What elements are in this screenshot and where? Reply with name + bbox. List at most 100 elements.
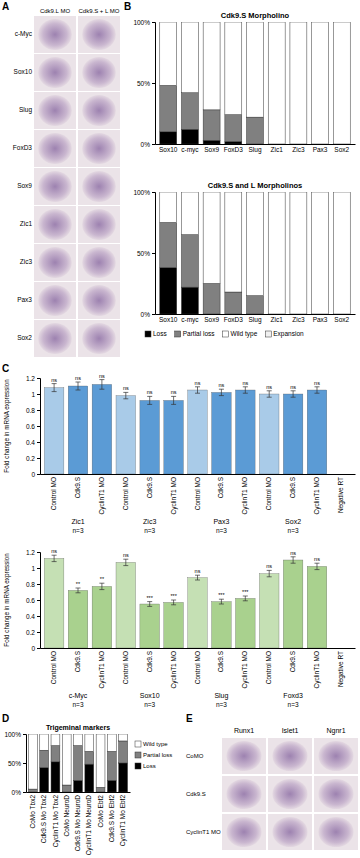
y-tick-label: 0.2 bbox=[26, 455, 35, 462]
error-cap bbox=[243, 386, 248, 387]
bar-segment bbox=[333, 22, 350, 23]
significance-label: *** bbox=[218, 592, 225, 598]
x-tick-label: Sox9 bbox=[204, 146, 219, 153]
x-tick-label: Control MO bbox=[265, 477, 272, 510]
x-axis-line bbox=[41, 648, 356, 649]
figure: ABCDECdk9.L MOCdk9.S + L MOc-MycSox10Slu… bbox=[0, 0, 360, 858]
x-tick: CyclinT1 MO bbox=[313, 648, 321, 689]
group-label: Zic3 bbox=[143, 518, 156, 525]
error-bar bbox=[76, 588, 81, 593]
row-label: CoMO bbox=[186, 753, 204, 759]
x-tick-label: CyclinT1 MO bbox=[170, 477, 178, 515]
embryo-image bbox=[82, 247, 116, 278]
x-tick-label: Cdk9.S Mo Tbx2 bbox=[40, 795, 47, 844]
x-tick: Sox2 bbox=[334, 144, 349, 153]
embryo-image bbox=[82, 323, 116, 354]
bar-segment bbox=[62, 785, 71, 792]
y-tick-label: 1.2 bbox=[26, 375, 35, 382]
bar-chart: nsnsnsnsnsnsnsnsnsnsnsns00.20.40.60.811.… bbox=[3, 373, 356, 534]
x-tick: Cdk9.S bbox=[146, 474, 153, 498]
x-tick-label: Negative RT bbox=[337, 651, 345, 687]
error-cap bbox=[147, 404, 152, 405]
x-tick-label: CoMo Tbx2 bbox=[29, 795, 36, 829]
bar bbox=[68, 386, 88, 474]
significance-label: ns bbox=[314, 556, 320, 562]
bar-segment bbox=[247, 22, 264, 23]
y-tick: 0.2 bbox=[26, 455, 40, 462]
x-axis: CoMo Tbx2Cdk9.S Mo Tbx2CyclinT1 Mo Tbx2C… bbox=[27, 792, 131, 855]
error-cap bbox=[52, 391, 57, 392]
y-tick-label: 100% bbox=[4, 731, 21, 738]
y-axis-line bbox=[23, 735, 27, 793]
x-tick: CyclinT1 Mo NeuroD bbox=[85, 792, 93, 855]
row-label: Zic3 bbox=[20, 258, 33, 265]
group-label: Foxd3 bbox=[283, 692, 303, 699]
x-tick-label: Zic3 bbox=[292, 146, 305, 153]
x-tick-label: FoxD3 bbox=[224, 316, 244, 323]
y-tick-mark bbox=[37, 426, 40, 427]
bar bbox=[331, 648, 351, 649]
significance-label: *** bbox=[146, 595, 153, 601]
x-tick: Zic1 bbox=[271, 314, 284, 323]
embryo-image bbox=[226, 779, 261, 809]
error-line bbox=[316, 387, 317, 393]
y-tick-label: 0 bbox=[31, 471, 35, 478]
bar-segment bbox=[225, 192, 242, 292]
x-tick-label: Control MO bbox=[50, 477, 57, 510]
embryo-image bbox=[318, 741, 353, 771]
legend-swatch bbox=[135, 752, 141, 758]
chart-title: Cdk9.S and L Morpholinos bbox=[208, 181, 302, 190]
error-cap bbox=[147, 606, 152, 607]
embryo-image bbox=[38, 285, 72, 316]
bar-segment bbox=[107, 734, 116, 751]
x-tick-label: Cdk9.S bbox=[146, 650, 153, 672]
x-tick-label: Slug bbox=[248, 146, 261, 154]
x-tick-label: Control MO bbox=[194, 651, 201, 684]
error-cap bbox=[52, 383, 57, 384]
bar-segment bbox=[74, 780, 83, 792]
error-cap bbox=[171, 404, 176, 405]
error-line bbox=[54, 555, 55, 561]
legend-label: Expansion bbox=[273, 330, 304, 338]
y-tick-mark bbox=[23, 734, 26, 735]
y-tick-mark bbox=[23, 792, 26, 793]
n-label: n=3 bbox=[288, 527, 299, 534]
y-tick-label: 100% bbox=[133, 189, 150, 196]
group-label: Slug bbox=[214, 692, 228, 700]
legend: LossPartial lossWild typeExpansion bbox=[145, 330, 304, 338]
x-tick: Slug bbox=[248, 144, 261, 154]
x-tick: Cdk9.S bbox=[74, 648, 81, 672]
y-tick: 1 bbox=[31, 391, 40, 398]
x-tick: Control MO bbox=[265, 474, 272, 510]
bar-segment bbox=[247, 192, 264, 296]
y-axis-title: Fold change in mRNA expression bbox=[3, 379, 11, 473]
y-tick: 0.4 bbox=[26, 613, 40, 620]
error-cap bbox=[195, 386, 200, 387]
x-tick-label: Zic3 bbox=[292, 316, 305, 323]
x-tick: Sox10 bbox=[159, 144, 178, 153]
y-tick-mark bbox=[152, 314, 155, 315]
photo-background bbox=[34, 54, 76, 91]
legend-swatch bbox=[265, 331, 271, 337]
error-line bbox=[78, 382, 79, 390]
photo-background bbox=[78, 244, 120, 281]
error-bar bbox=[99, 380, 104, 390]
x-tick-label: CyclinT1 MO bbox=[241, 477, 249, 515]
bars bbox=[44, 380, 326, 474]
x-tick-label: CyclinT1 MO bbox=[170, 651, 178, 689]
bar-segment bbox=[181, 22, 198, 23]
n-label: n=3 bbox=[144, 527, 155, 534]
bar-segment bbox=[51, 734, 60, 746]
photo-background bbox=[78, 168, 120, 205]
significance-label: ** bbox=[76, 581, 81, 587]
error-line bbox=[245, 596, 246, 601]
bar-segment bbox=[96, 787, 105, 792]
significance-label: *** bbox=[242, 589, 249, 595]
error-line bbox=[221, 599, 222, 604]
photo-background bbox=[34, 320, 76, 357]
significance-label: ns bbox=[195, 568, 201, 574]
embryo-image bbox=[272, 779, 307, 809]
panel-letter: E bbox=[186, 713, 193, 724]
bars bbox=[160, 192, 350, 314]
bar-segment bbox=[181, 287, 198, 314]
